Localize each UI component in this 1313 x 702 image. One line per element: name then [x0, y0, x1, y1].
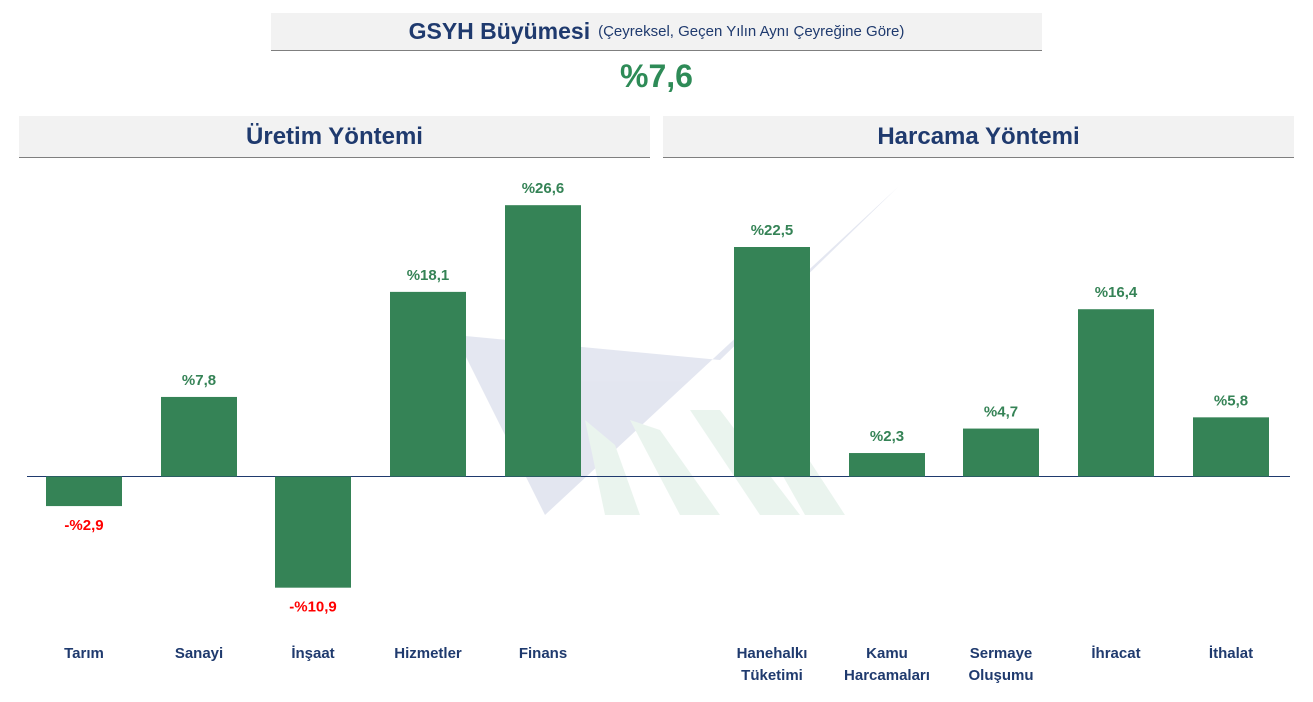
- data-label-0-3: %18,1: [407, 267, 450, 284]
- bar-0-2: [275, 476, 351, 588]
- data-label-0-4: %26,6: [522, 180, 565, 197]
- section-title-production: Üretim Yöntemi: [19, 116, 650, 158]
- data-label-1-4: %5,8: [1214, 392, 1248, 409]
- category-label-1-3: İhracat: [1091, 645, 1141, 662]
- title-box: GSYH Büyümesi (Çeyreksel, Geçen Yılın Ay…: [271, 13, 1042, 51]
- bar-1-2: [963, 428, 1039, 477]
- headline-value: %7,6: [620, 58, 693, 94]
- bar-1-4: [1193, 417, 1269, 477]
- bar-1-0: [734, 247, 810, 477]
- category-label-1-4: İthalat: [1208, 645, 1254, 662]
- bar-0-3: [390, 291, 466, 477]
- category-label-0-4: Finans: [518, 645, 568, 662]
- data-label-1-0: %22,5: [751, 222, 794, 239]
- data-label-1-1: %2,3: [870, 428, 904, 445]
- bar-0-4: [505, 205, 581, 477]
- data-label-1-2: %4,7: [984, 404, 1018, 421]
- chart-title: GSYH Büyümesi: [408, 18, 591, 44]
- data-label-0-0: -%2,9: [64, 517, 103, 534]
- bar-0-1: [161, 396, 237, 477]
- category-label-1-1: Kamu Harcamaları: [844, 645, 930, 684]
- category-label-1-2: Sermaye Oluşumu: [968, 645, 1034, 684]
- category-label-0-2: İnşaat: [291, 645, 335, 662]
- bar-0-0: [46, 476, 122, 507]
- section-title-production-text: Üretim Yöntemi: [246, 122, 423, 150]
- section-title-expenditure-text: Harcama Yöntemi: [877, 122, 1080, 150]
- bar-1-1: [849, 453, 925, 477]
- category-label-0-0: Tarım: [64, 645, 104, 662]
- data-label-0-2: -%10,9: [289, 599, 337, 616]
- chart-subtitle: (Çeyreksel, Geçen Yılın Aynı Çeyreğine G…: [598, 23, 905, 40]
- category-label-1-0: Hanehalkı Tüketimi: [736, 645, 808, 684]
- bar-1-3: [1078, 309, 1154, 477]
- data-label-1-3: %16,4: [1095, 284, 1138, 301]
- category-label-0-1: Sanayi: [174, 645, 224, 662]
- section-title-expenditure: Harcama Yöntemi: [663, 116, 1294, 158]
- category-label-0-3: Hizmetler: [394, 645, 462, 662]
- data-label-0-1: %7,8: [182, 372, 216, 389]
